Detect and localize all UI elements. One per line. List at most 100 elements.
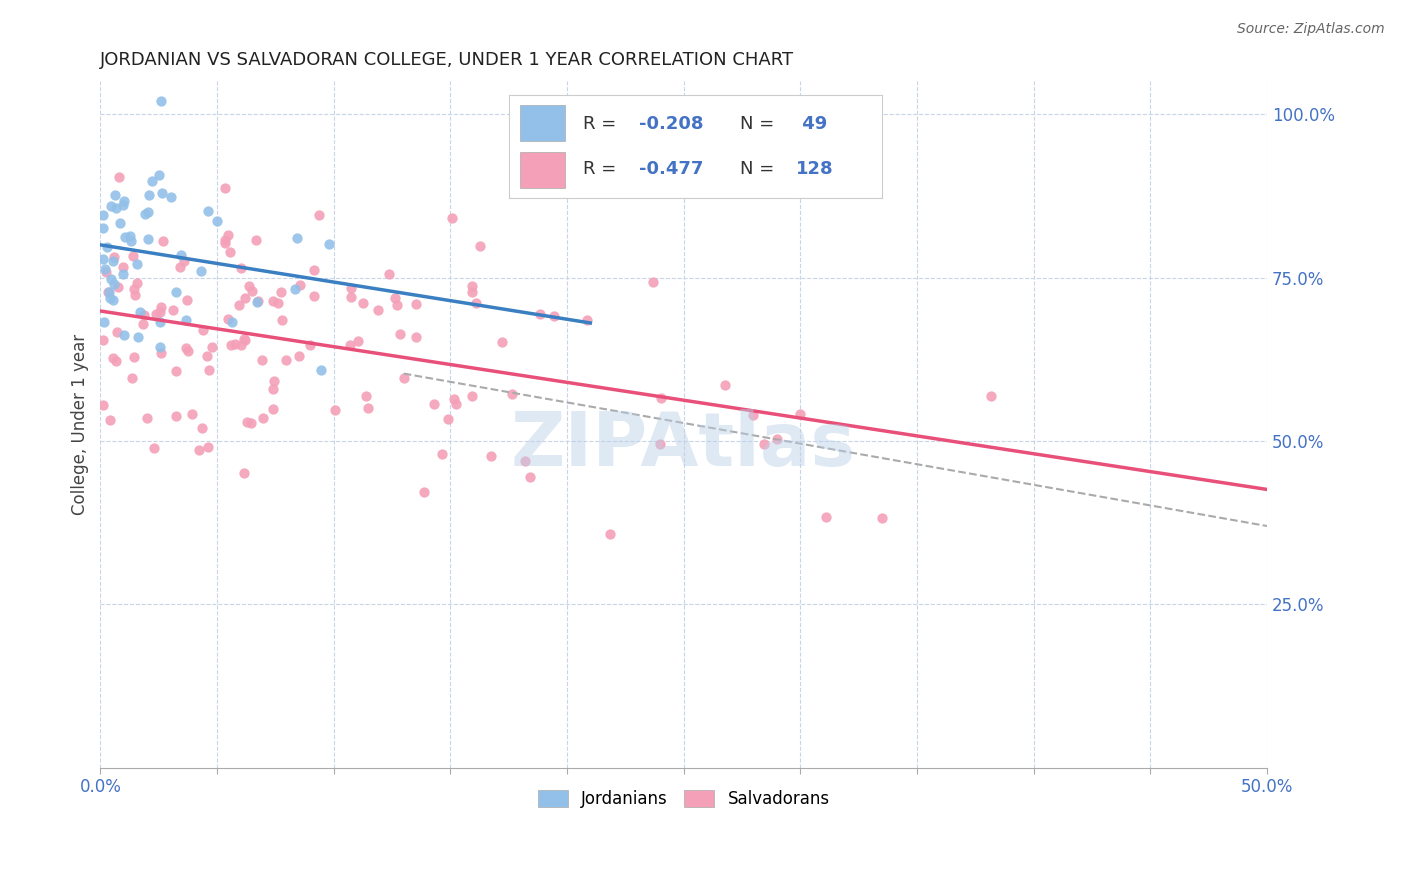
Point bbox=[394, 371, 416, 385]
Point bbox=[131, 317, 153, 331]
Point bbox=[165, 364, 187, 378]
Point bbox=[150, 94, 173, 108]
Point bbox=[766, 433, 789, 447]
Point bbox=[141, 174, 163, 188]
Point bbox=[96, 240, 118, 254]
Point bbox=[180, 407, 202, 421]
Point bbox=[165, 409, 187, 423]
Point bbox=[465, 296, 488, 310]
Point bbox=[288, 277, 311, 292]
Point bbox=[228, 298, 250, 312]
Point bbox=[121, 371, 143, 385]
Point bbox=[134, 207, 156, 221]
Point bbox=[423, 397, 446, 411]
Point bbox=[872, 511, 894, 525]
Point bbox=[309, 363, 332, 377]
Point bbox=[443, 392, 465, 407]
Point bbox=[120, 234, 142, 248]
Point bbox=[217, 228, 239, 243]
Point bbox=[742, 408, 765, 422]
Point bbox=[235, 333, 257, 347]
Point bbox=[193, 323, 215, 337]
Point bbox=[136, 204, 159, 219]
Point bbox=[575, 312, 598, 326]
Point bbox=[149, 340, 172, 354]
Point bbox=[470, 239, 492, 253]
Point bbox=[240, 417, 263, 431]
Point bbox=[197, 203, 219, 218]
Point bbox=[714, 377, 737, 392]
Point bbox=[263, 374, 285, 388]
Point bbox=[197, 440, 219, 454]
Point bbox=[105, 326, 128, 340]
Point bbox=[101, 351, 124, 366]
Point bbox=[124, 288, 146, 302]
Point bbox=[111, 267, 134, 281]
Point bbox=[100, 199, 122, 213]
Point bbox=[377, 267, 399, 281]
Point bbox=[152, 234, 174, 248]
Point bbox=[191, 420, 214, 434]
Point bbox=[246, 294, 269, 309]
Point bbox=[190, 264, 212, 278]
Text: JORDANIAN VS SALVADORAN COLLEGE, UNDER 1 YEAR CORRELATION CHART: JORDANIAN VS SALVADORAN COLLEGE, UNDER 1… bbox=[100, 51, 794, 69]
Point bbox=[98, 291, 121, 305]
Point bbox=[229, 261, 252, 276]
Point bbox=[173, 253, 195, 268]
Point bbox=[304, 262, 326, 277]
Point bbox=[112, 328, 135, 343]
Point bbox=[107, 280, 129, 294]
Point bbox=[519, 469, 541, 483]
Point bbox=[100, 271, 122, 285]
Point bbox=[357, 401, 380, 416]
Point bbox=[389, 327, 412, 342]
Point bbox=[461, 278, 484, 293]
Point bbox=[169, 260, 191, 274]
Point bbox=[176, 293, 198, 308]
Point bbox=[323, 403, 346, 417]
Point bbox=[262, 294, 284, 309]
Point bbox=[980, 389, 1002, 403]
Point bbox=[437, 412, 460, 426]
Point bbox=[460, 285, 482, 299]
Legend: Jordanians, Salvadorans: Jordanians, Salvadorans bbox=[531, 783, 837, 814]
Point bbox=[148, 169, 170, 183]
Point bbox=[91, 398, 114, 412]
Point bbox=[219, 338, 242, 352]
Point bbox=[339, 338, 361, 352]
Point bbox=[513, 454, 536, 468]
Point bbox=[262, 382, 284, 396]
Point bbox=[367, 302, 389, 317]
Point bbox=[599, 527, 621, 541]
Point bbox=[232, 332, 254, 346]
Point bbox=[340, 281, 363, 295]
Point bbox=[648, 437, 671, 451]
Point bbox=[132, 308, 155, 322]
Point bbox=[170, 248, 193, 262]
Point bbox=[308, 208, 330, 222]
Point bbox=[354, 389, 377, 403]
Point bbox=[187, 442, 209, 457]
Point bbox=[352, 295, 374, 310]
Point bbox=[217, 312, 239, 326]
Point bbox=[267, 296, 290, 310]
Point bbox=[127, 276, 149, 290]
Point bbox=[238, 279, 260, 293]
Point bbox=[298, 338, 321, 352]
Point bbox=[233, 466, 256, 480]
Point bbox=[120, 229, 142, 244]
Point bbox=[136, 232, 159, 246]
Text: ZIPAtlas: ZIPAtlas bbox=[510, 409, 856, 482]
Point bbox=[122, 249, 145, 263]
Point bbox=[501, 386, 523, 401]
Point bbox=[91, 333, 114, 347]
Point bbox=[149, 314, 172, 328]
Point bbox=[229, 338, 252, 352]
Point bbox=[236, 415, 259, 429]
Point bbox=[252, 410, 274, 425]
Point bbox=[93, 221, 115, 235]
Point bbox=[122, 350, 145, 364]
Point bbox=[201, 340, 224, 354]
Point bbox=[198, 362, 221, 376]
Point bbox=[205, 213, 228, 227]
